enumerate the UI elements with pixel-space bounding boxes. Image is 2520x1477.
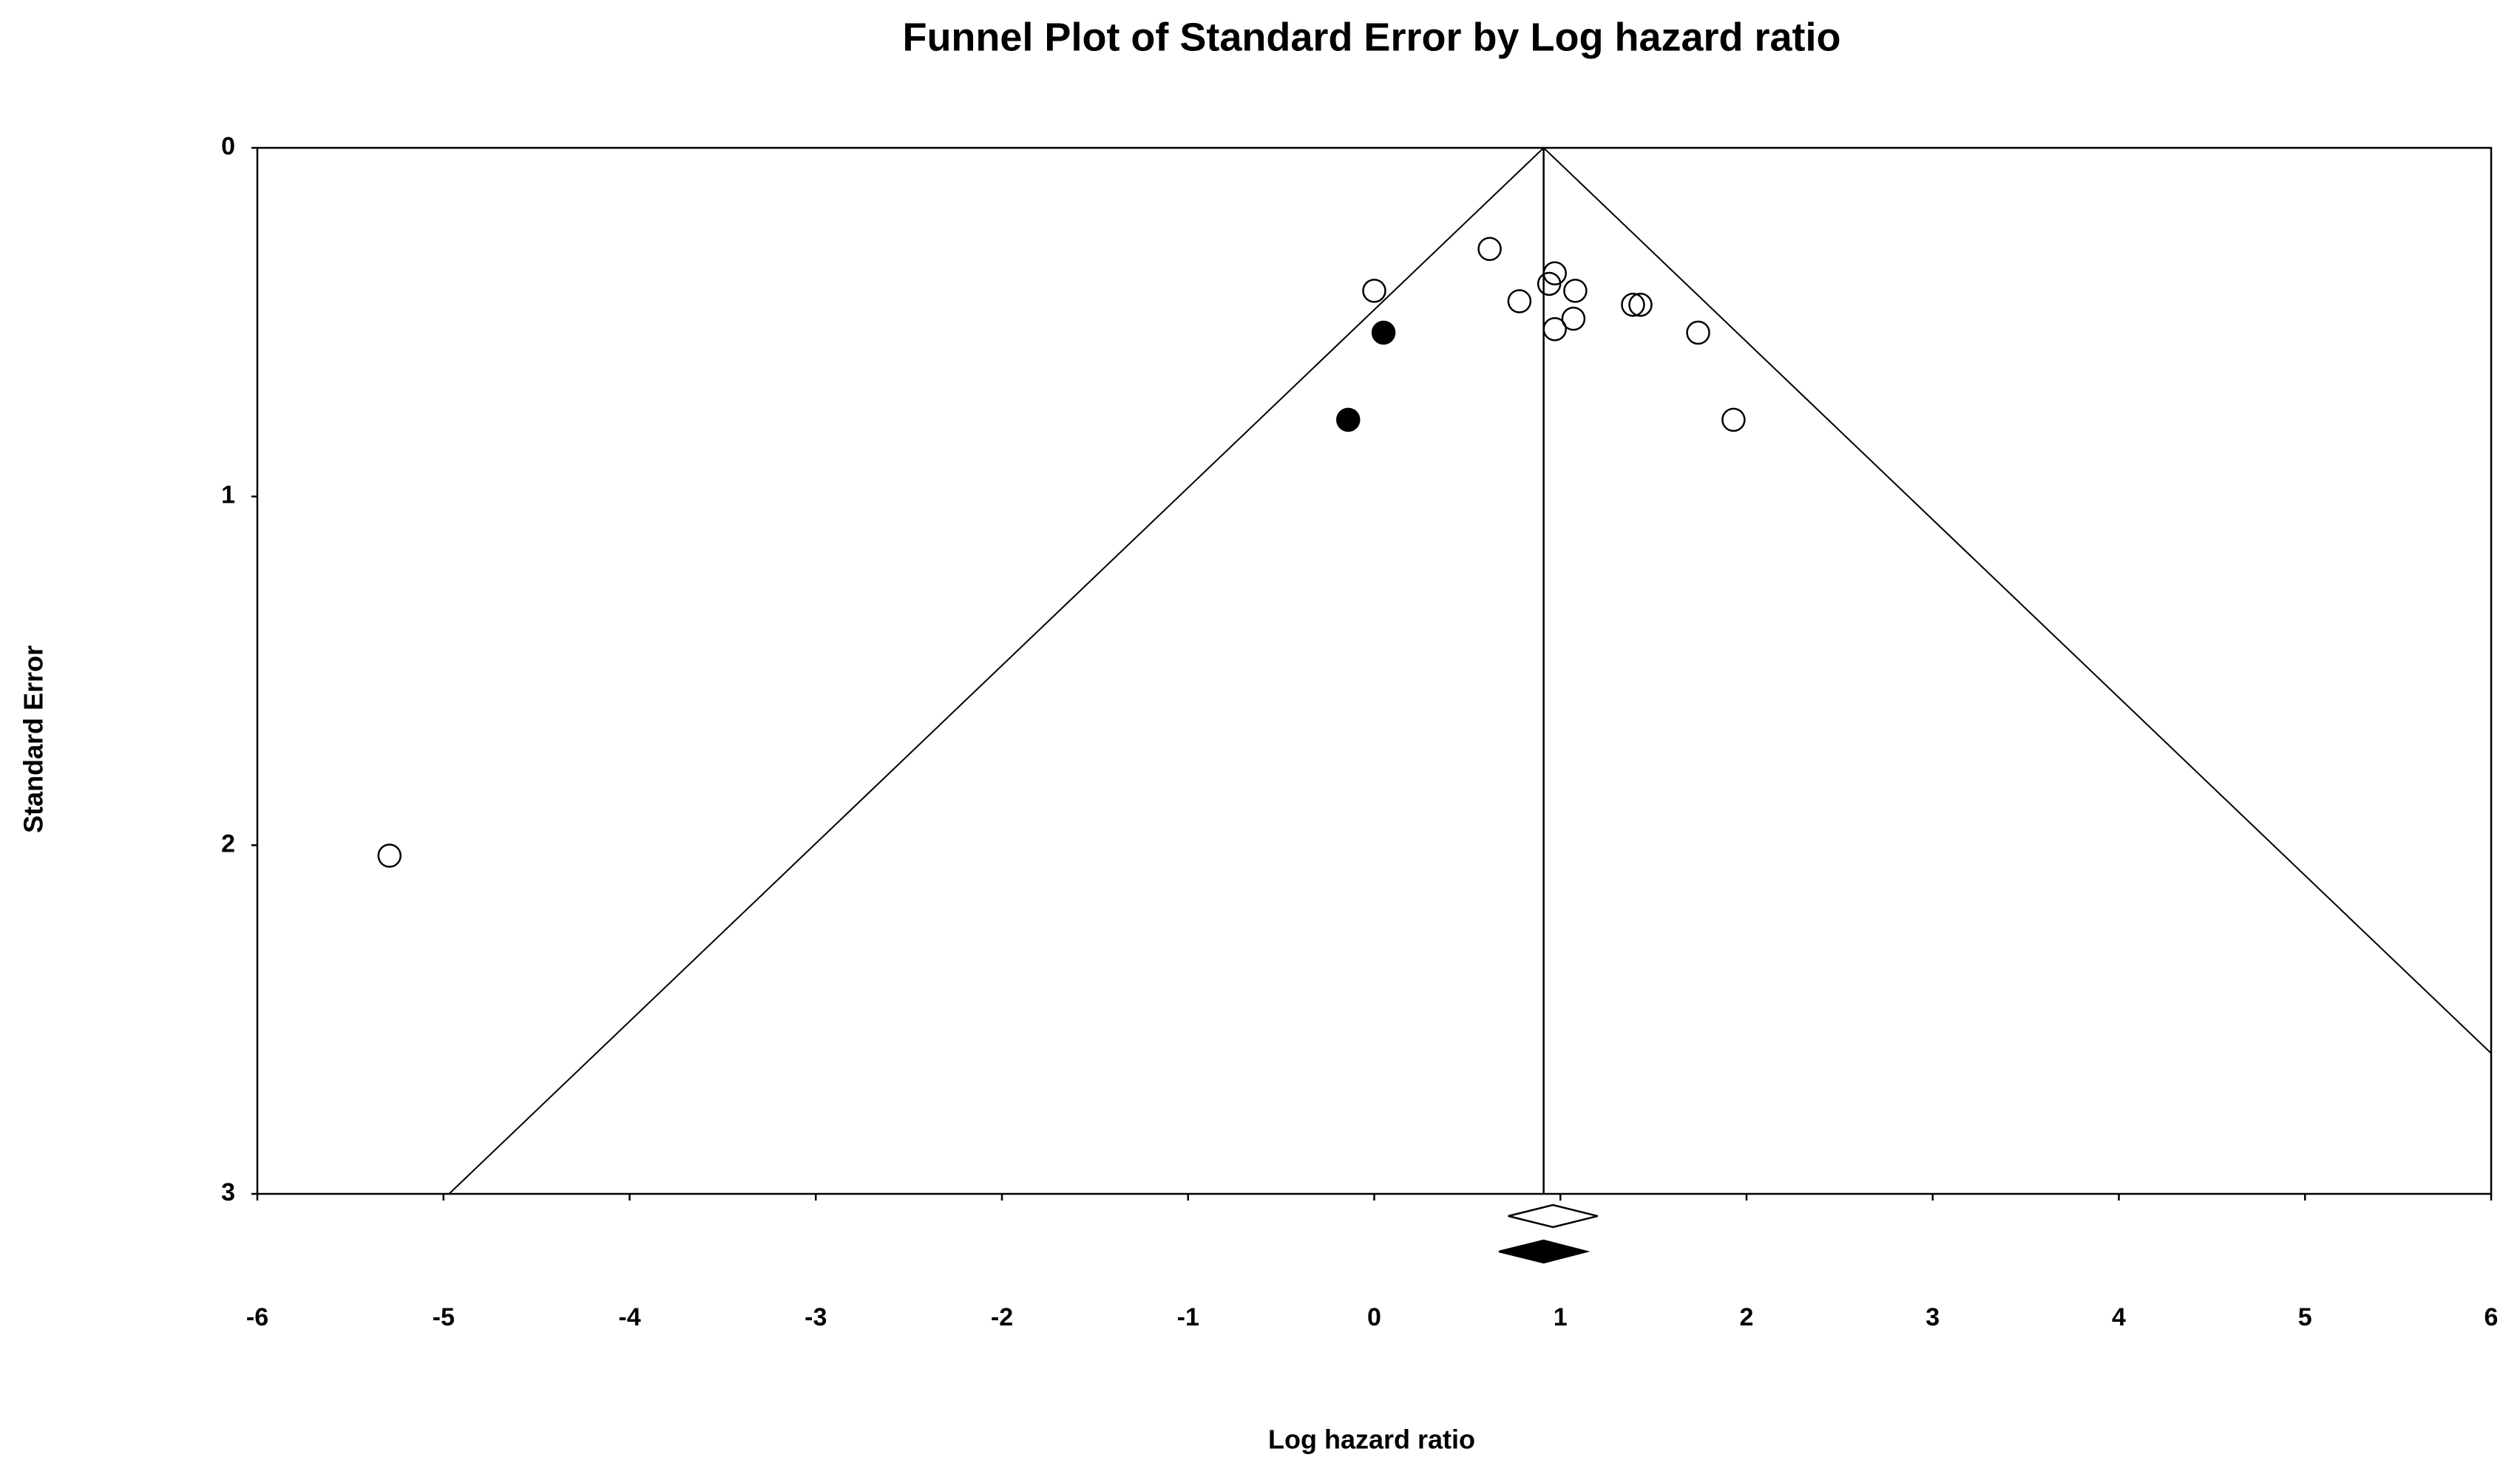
- study-point: [1477, 237, 1502, 262]
- x-tick-label: -1: [1177, 1303, 1199, 1331]
- study-point: [1721, 407, 1746, 432]
- x-tick-label: 0: [1367, 1303, 1381, 1331]
- x-tick-label: -4: [618, 1303, 640, 1331]
- x-tick-label: 4: [2112, 1303, 2126, 1331]
- study-point: [1621, 293, 1645, 317]
- x-axis-title: Log hazard ratio: [1268, 1425, 1475, 1455]
- y-tick-label: 2: [221, 829, 235, 858]
- summary-diamond: [1508, 1203, 1598, 1229]
- study-point: [1686, 320, 1710, 345]
- study-point: [377, 843, 402, 868]
- y-tick-label: 3: [221, 1178, 235, 1206]
- x-tick-label: -3: [805, 1303, 827, 1331]
- plot-frame: [256, 146, 2493, 1195]
- y-axis-title: Standard Error: [18, 645, 49, 833]
- chart-title: Funnel Plot of Standard Error by Log haz…: [902, 15, 1840, 59]
- x-tick-label: -5: [433, 1303, 455, 1331]
- x-tick-label: 6: [2485, 1303, 2499, 1331]
- study-point: [1507, 289, 1532, 313]
- study-point: [1362, 279, 1386, 303]
- study-point: [1542, 261, 1567, 286]
- study-point: [1561, 306, 1586, 331]
- x-tick-label: 3: [1925, 1303, 1940, 1331]
- funnel-left: [448, 148, 1545, 1194]
- x-tick-label: 2: [1740, 1303, 1754, 1331]
- y-tick-label: 0: [221, 132, 235, 160]
- x-tick-label: 5: [2298, 1303, 2312, 1331]
- summary-diamond: [1498, 1239, 1591, 1264]
- plot-area: [448, 148, 2491, 1194]
- study-point: [1563, 279, 1588, 303]
- study-point: [1628, 293, 1653, 317]
- funnel-right: [1542, 148, 2491, 1055]
- y-tick-label: 1: [221, 481, 235, 509]
- study-point: [1336, 407, 1361, 432]
- study-point: [1542, 317, 1567, 342]
- x-tick-label: -6: [246, 1303, 268, 1331]
- x-tick-label: 1: [1554, 1303, 1568, 1331]
- study-point: [1371, 320, 1396, 345]
- x-tick-label: -2: [991, 1303, 1013, 1331]
